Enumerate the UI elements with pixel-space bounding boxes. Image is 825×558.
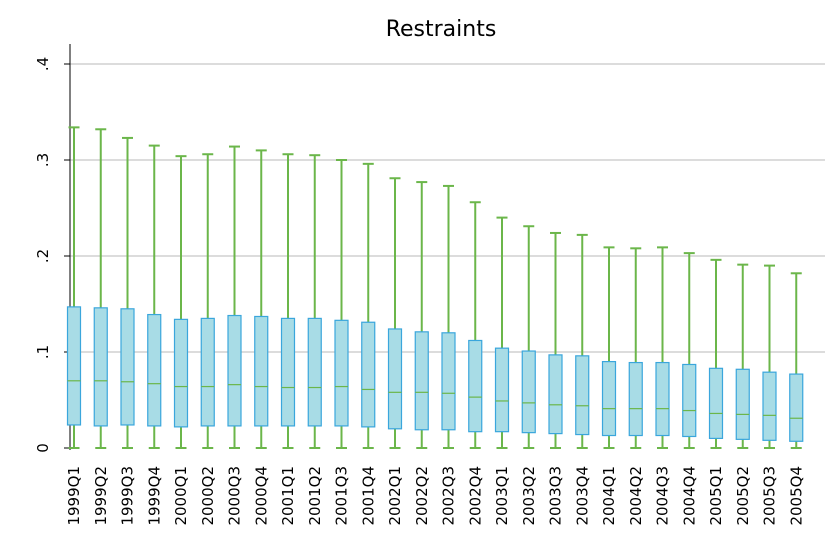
iqr-box [601,361,617,437]
y-tick-label: 0 [34,443,52,453]
box-plot-2005Q2 [735,263,750,449]
x-category-label: 2005Q2 [734,466,752,526]
iqr-box [548,354,563,435]
x-category-label: 2004Q2 [627,466,645,526]
boxes [66,126,804,449]
iqr-box [66,306,82,426]
iqr-box [280,317,296,427]
iqr-box [120,308,135,426]
iqr-box [521,350,536,434]
iqr-box [494,347,510,433]
box-plot-2004Q4 [682,252,697,449]
y-tick-label: .4 [34,57,52,71]
iqr-box [735,368,750,440]
box-plot-1999Q2 [93,128,108,449]
x-category-label: 1999Q4 [145,466,163,526]
box-plot-2004Q1 [601,246,617,449]
x-category-label: 2003Q4 [573,466,591,526]
x-category-label: 1999Q1 [65,466,83,526]
iqr-box [575,355,590,436]
x-category-label: 2002Q1 [386,466,404,526]
box-plot-2002Q1 [387,177,403,449]
box-plot-1999Q3 [120,136,135,449]
x-category-label: 1999Q2 [92,466,110,526]
box-plot-2005Q3 [762,264,777,449]
iqr-box [441,332,456,431]
box-plot-2002Q3 [441,184,456,449]
iqr-box [173,318,189,428]
x-category-label: 2002Q2 [413,466,431,526]
box-plot-2003Q1 [494,216,510,449]
x-category-label: 2005Q4 [787,466,805,526]
x-category-label: 2000Q3 [226,466,244,526]
box-plot-2001Q2 [307,154,322,449]
y-tick-label: .1 [34,345,52,359]
x-category-label: 2000Q4 [252,466,270,526]
x-category-label: 2005Q3 [761,466,779,526]
iqr-box [361,321,376,428]
x-category-label: 2002Q3 [440,466,458,526]
iqr-box [789,373,804,442]
x-category-label: 1999Q3 [119,466,137,526]
x-category-label: 2005Q1 [707,466,725,526]
category-labels: 1999Q1 1999Q2 1999Q3 1999Q4 2000Q1 2000Q2 2000… [65,466,805,526]
box-plot-2003Q2 [521,225,536,449]
y-tick-label: .3 [34,153,52,167]
box-plot-2002Q4 [468,201,483,449]
iqr-box [307,317,322,427]
iqr-box [227,314,242,427]
iqr-box [254,315,269,427]
box-plot-1999Q1 [66,126,82,449]
x-category-label: 2004Q4 [680,466,698,526]
iqr-box [468,339,483,433]
box-plot-2000Q2 [200,153,215,449]
box-plot-2001Q3 [334,159,349,449]
y-tick-label: .2 [34,249,52,263]
box-plot-2001Q4 [361,162,376,449]
box-plot-2003Q4 [575,233,590,449]
box-plot-2000Q1 [173,155,189,449]
box-plot-2000Q4 [254,149,269,449]
x-category-label: 2001Q2 [306,466,324,526]
x-category-label: 2004Q3 [654,466,672,526]
x-category-label: 2003Q1 [493,466,511,526]
x-category-label: 2001Q4 [359,466,377,526]
x-category-label: 2001Q3 [333,466,351,526]
box-plot-2000Q3 [227,145,242,449]
box-plot-2004Q2 [628,247,643,449]
box-plot-2005Q4 [789,272,804,449]
box-plot-2002Q2 [414,181,429,449]
x-category-label: 2001Q1 [279,466,297,526]
x-category-label: 2000Q1 [172,466,190,526]
iqr-box [414,331,429,431]
iqr-box [387,328,403,430]
iqr-box [200,317,215,427]
box-plot-2003Q3 [548,231,563,449]
axes: 0 .1 .2 .3 .4 [34,44,71,453]
iqr-box [655,361,670,437]
iqr-box [147,313,162,427]
iqr-box [682,363,697,438]
x-category-label: 2003Q3 [547,466,565,526]
box-plot-2001Q1 [280,153,296,449]
iqr-box [628,361,643,437]
x-category-label: 2003Q2 [520,466,538,526]
chart-title: Restraints [386,17,497,42]
iqr-box [93,307,108,427]
box-plot-2005Q1 [708,258,724,449]
iqr-box [762,371,777,441]
x-category-label: 2004Q1 [600,466,618,526]
iqr-box [334,319,349,427]
iqr-box [708,367,724,440]
box-plot-2004Q3 [655,246,670,449]
box-plot-1999Q4 [147,144,162,449]
x-category-label: 2002Q4 [466,466,484,526]
x-category-label: 2000Q2 [199,466,217,526]
